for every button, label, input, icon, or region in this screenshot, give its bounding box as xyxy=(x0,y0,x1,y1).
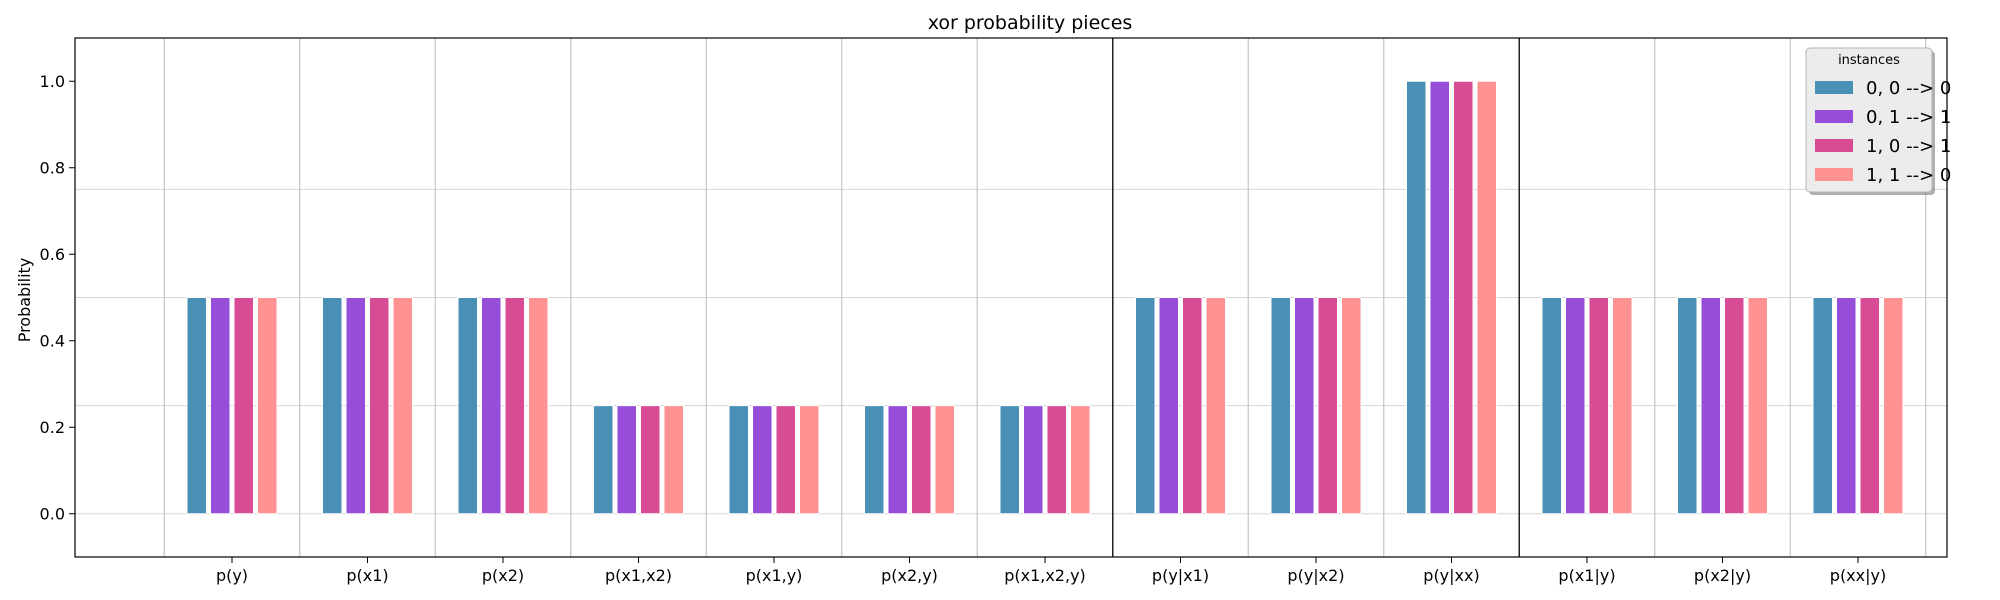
bar xyxy=(1046,405,1067,515)
bar xyxy=(1747,297,1768,515)
bar xyxy=(1270,297,1291,515)
x-tick-label: p(y|x2) xyxy=(1287,566,1344,585)
bar xyxy=(233,297,254,515)
bar xyxy=(1070,405,1091,515)
y-axis-label: Probability xyxy=(15,258,34,343)
bar xyxy=(481,297,502,515)
bar xyxy=(799,405,820,515)
legend-label: 0, 1 --> 1 xyxy=(1866,107,1951,128)
bar xyxy=(934,405,955,515)
bar xyxy=(1859,297,1880,515)
y-tick-label: 1.0 xyxy=(40,72,65,91)
bar xyxy=(887,405,908,515)
bar xyxy=(999,405,1020,515)
x-tick-label: p(x2|y) xyxy=(1694,566,1751,585)
x-tick-label: p(x1,x2) xyxy=(605,566,672,585)
legend-title: instances xyxy=(1838,53,1900,68)
x-tick-label: p(x1,x2,y) xyxy=(1004,566,1086,585)
bar xyxy=(640,405,661,515)
bar xyxy=(663,405,684,515)
bar xyxy=(1812,297,1833,515)
bar xyxy=(1677,297,1698,515)
bar xyxy=(210,297,231,515)
bar xyxy=(1700,297,1721,515)
bars xyxy=(186,80,1904,515)
section-dividers xyxy=(1112,38,1520,557)
x-tick-label: p(y|xx) xyxy=(1423,566,1479,585)
bar xyxy=(392,297,413,515)
y-tick-label: 0.2 xyxy=(40,418,65,437)
bar xyxy=(1158,297,1179,515)
bar xyxy=(322,297,343,515)
bar xyxy=(369,297,390,515)
bar xyxy=(528,297,549,515)
bar xyxy=(1883,297,1904,515)
legend-label: 0, 0 --> 0 xyxy=(1866,78,1951,99)
x-axis-ticks: p(y) p(x1) p(x2) p(x1,x2) p(x1,y) p(x2,y) p(x1… xyxy=(216,557,1886,585)
bar xyxy=(1612,297,1633,515)
bar xyxy=(1429,80,1450,515)
bar xyxy=(504,297,525,515)
bar xyxy=(1317,297,1338,515)
bar xyxy=(1182,297,1203,515)
plot-frame xyxy=(74,37,1948,558)
bar xyxy=(1541,297,1562,515)
x-tick-label: p(x1|y) xyxy=(1558,566,1615,585)
bar xyxy=(1476,80,1497,515)
legend-label: 1, 1 --> 0 xyxy=(1866,165,1951,186)
y-tick-label: 0.6 xyxy=(40,245,65,264)
x-tick-label: p(y) xyxy=(216,566,248,585)
bar xyxy=(1341,297,1362,515)
y-axis-ticks: 0.0 0.2 0.4 0.6 0.8 1.0 xyxy=(40,72,75,523)
bar xyxy=(728,405,749,515)
bar xyxy=(1453,80,1474,515)
bar xyxy=(1406,80,1427,515)
x-tick-label: p(y|x1) xyxy=(1152,566,1209,585)
x-tick-label: p(x1,y) xyxy=(746,566,803,585)
y-tick-label: 0.0 xyxy=(40,504,65,523)
bar xyxy=(911,405,932,515)
bar xyxy=(1135,297,1156,515)
legend-swatch xyxy=(1815,168,1853,181)
bar xyxy=(864,405,885,515)
bar xyxy=(775,405,796,515)
legend-swatch xyxy=(1815,139,1853,152)
x-tick-label: p(x2) xyxy=(482,566,524,585)
legend-label: 1, 0 --> 1 xyxy=(1866,136,1951,157)
bar xyxy=(616,405,637,515)
bar xyxy=(752,405,773,515)
bar xyxy=(1724,297,1745,515)
bar xyxy=(345,297,366,515)
x-tick-label: p(x2,y) xyxy=(881,566,938,585)
legend: instances 0, 0 --> 0 0, 1 --> 1 1, 0 --> 1 1… xyxy=(1805,47,1951,195)
legend-swatch xyxy=(1815,110,1853,123)
y-tick-label: 0.8 xyxy=(40,158,65,177)
bar xyxy=(1205,297,1226,515)
x-tick-label: p(x1) xyxy=(346,566,388,585)
bar xyxy=(593,405,614,515)
x-tick-label: p(xx|y) xyxy=(1830,566,1886,585)
bar xyxy=(1294,297,1315,515)
bar xyxy=(257,297,278,515)
bar xyxy=(1588,297,1609,515)
chart-title: xor probability pieces xyxy=(928,12,1133,34)
bar xyxy=(1836,297,1857,515)
bar xyxy=(1565,297,1586,515)
legend-swatch xyxy=(1815,81,1853,94)
bar xyxy=(1023,405,1044,515)
y-tick-label: 0.4 xyxy=(40,331,65,350)
bar xyxy=(186,297,207,515)
bar xyxy=(457,297,478,515)
